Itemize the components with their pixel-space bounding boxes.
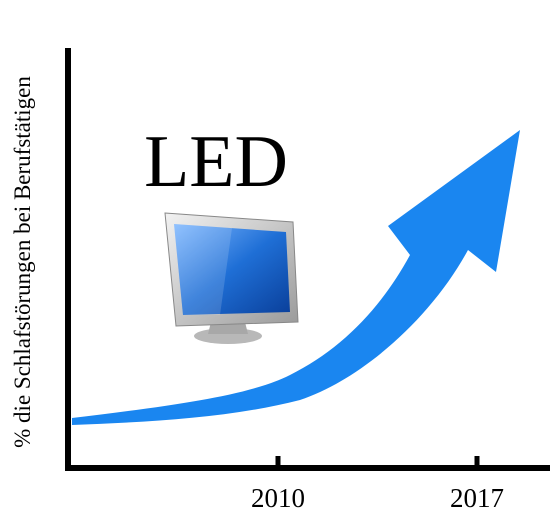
x-tick-label: 2010 <box>251 483 305 513</box>
x-tick-label: 2017 <box>450 483 504 513</box>
y-axis-label: % die Schlafstörungen bei Berufstätigen <box>10 76 35 448</box>
annotation: LED <box>144 121 288 203</box>
growth-arrow <box>72 130 520 425</box>
monitor-icon <box>164 212 299 344</box>
